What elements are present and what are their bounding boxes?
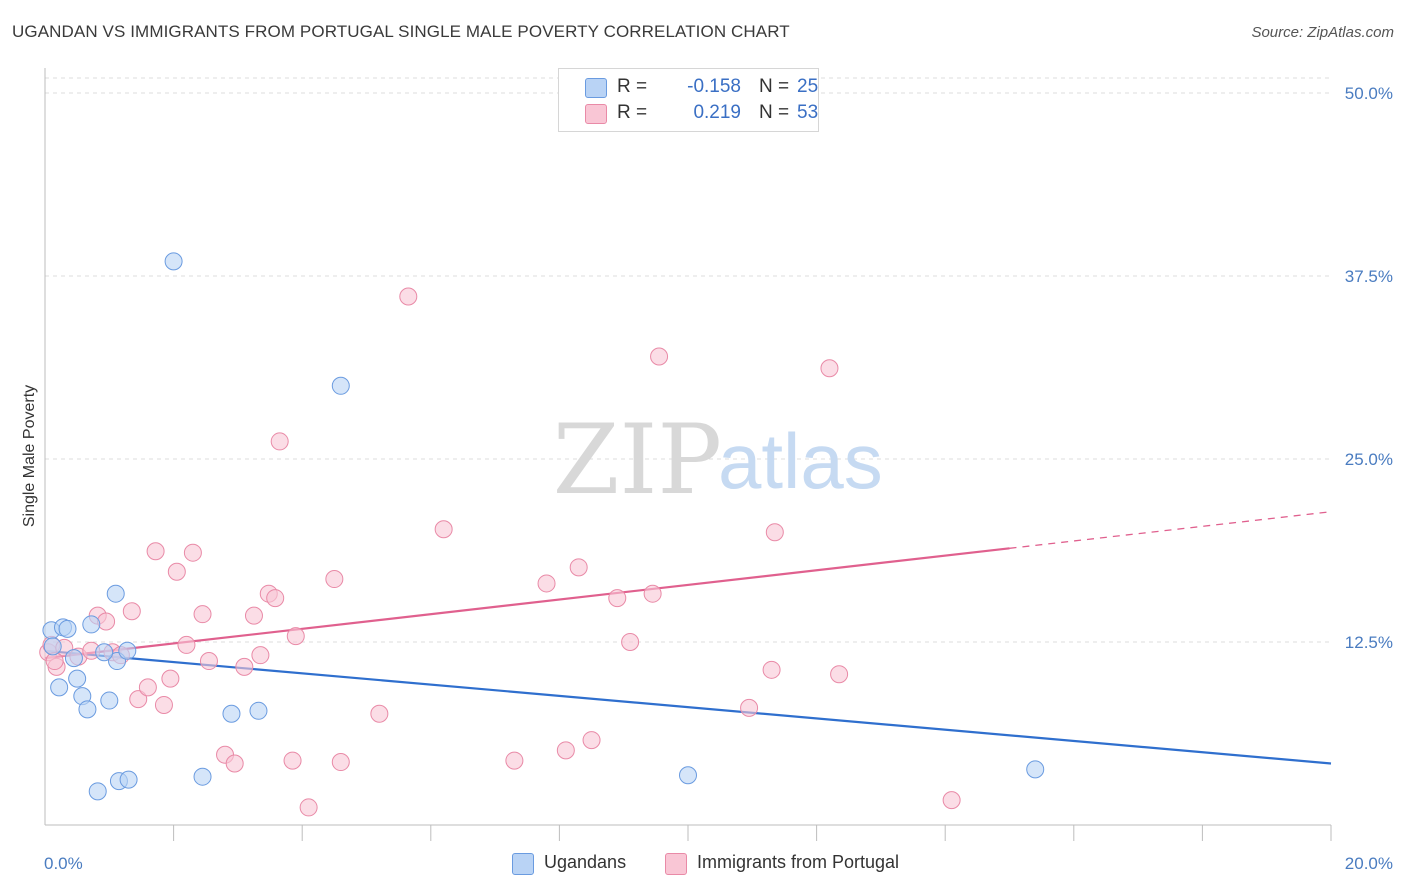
ugandan-point: [193, 767, 212, 786]
legend-n-label: N =: [759, 102, 790, 123]
portugal-point: [251, 646, 270, 665]
portugal-point: [199, 652, 218, 671]
portugal-point: [235, 657, 254, 676]
ugandan-point: [222, 704, 241, 723]
portugal-point: [830, 665, 849, 684]
portugal-point: [193, 605, 212, 624]
ugandan-point: [68, 669, 87, 688]
watermark-zip: ZIP: [553, 404, 722, 516]
source-label: Source: ZipAtlas.com: [1251, 24, 1394, 41]
grid-layer: [45, 77, 1331, 643]
portugal-point: [183, 543, 202, 562]
portugal-trend-extension: [1009, 511, 1332, 549]
portugal-point: [370, 704, 389, 723]
ugandan-point: [106, 584, 125, 603]
portugal-point: [270, 432, 289, 451]
portugal-point: [325, 570, 344, 589]
ugandan-point: [118, 641, 137, 660]
ugandan-point: [331, 376, 350, 395]
portugal-point: [608, 589, 627, 608]
portugal-point: [650, 347, 669, 366]
y-tick-label: 12.5%: [1345, 633, 1393, 652]
portugal-point: [556, 741, 575, 760]
portugal-point: [643, 584, 662, 603]
watermark-atlas: atlas: [718, 417, 883, 505]
x-tick-label: 20.0%: [1345, 854, 1393, 873]
portugal-point: [537, 574, 556, 593]
portugal-point: [225, 754, 244, 773]
ugandan-point: [64, 649, 83, 668]
x-tick-label: 0.0%: [44, 854, 83, 873]
portugal-point: [434, 520, 453, 539]
axes-layer: [44, 68, 1332, 841]
bottom-legend-label: Ugandans: [544, 852, 627, 872]
ugandan-point: [679, 766, 697, 785]
ugandan-point: [249, 701, 268, 720]
portugal-point: [154, 695, 173, 714]
portugal-point: [161, 669, 180, 688]
legend-r-value: 0.219: [693, 102, 741, 123]
legend-r-label: R =: [617, 102, 648, 123]
legend-n-value: 25: [797, 76, 819, 97]
portugal-point: [820, 359, 839, 378]
ugandan-point: [119, 770, 138, 789]
portugal-point: [266, 589, 285, 608]
legend-n-label: N =: [759, 76, 790, 97]
ugandan-point: [82, 615, 101, 634]
portugal-trend-line: [44, 547, 1010, 660]
ugandan-point: [50, 678, 69, 697]
y-tick-label: 37.5%: [1345, 267, 1393, 286]
portugal-point: [762, 660, 781, 679]
portugal-point: [582, 731, 601, 750]
bottom-legend-swatch-pink: [665, 853, 687, 875]
portugal-point: [122, 602, 141, 621]
y-tick-label: 25.0%: [1345, 450, 1393, 469]
ugandan-trend-line: [44, 649, 1332, 765]
ugandan-point: [88, 782, 107, 801]
portugal-point: [505, 751, 524, 770]
y-axis-label: Single Male Poverty: [21, 385, 38, 527]
tick-labels: 12.5% 25.0% 37.5% 50.0% 0.0% 20.0%: [44, 84, 1393, 873]
ugandan-point: [78, 700, 97, 719]
portugal-point: [286, 627, 305, 646]
ugandan-point: [43, 637, 62, 656]
portugal-point: [621, 633, 640, 651]
portugal-point: [97, 612, 116, 631]
portugal-point: [244, 606, 263, 625]
bottom-legend-swatch-blue: [512, 853, 534, 875]
data-points: [39, 252, 1045, 817]
portugal-point: [569, 558, 588, 577]
portugal-point: [740, 698, 759, 717]
legend-r-value: -0.158: [687, 76, 741, 97]
portugal-point: [177, 635, 196, 654]
ugandan-point: [1026, 760, 1045, 779]
chart-title: UGANDAN VS IMMIGRANTS FROM PORTUGAL SING…: [12, 22, 790, 41]
legend-n-value: 53: [797, 102, 819, 123]
ugandan-point: [164, 252, 183, 271]
legend-r-label: R =: [617, 76, 648, 97]
portugal-point: [399, 287, 418, 306]
ugandan-point: [58, 619, 77, 638]
portugal-point: [138, 678, 157, 697]
portugal-point: [765, 523, 784, 542]
portugal-point: [299, 798, 318, 817]
trend-lines: [44, 511, 1332, 765]
portugal-point: [129, 690, 148, 709]
legend-swatch-pink: [585, 104, 607, 124]
portugal-point: [283, 751, 302, 770]
portugal-point: [146, 542, 165, 561]
ugandan-point: [100, 691, 119, 710]
portugal-point: [331, 753, 350, 772]
legend-box: R = -0.158 N = 25 R = 0.219 N = 53: [558, 68, 819, 132]
legend-swatch-blue: [585, 78, 607, 98]
portugal-point: [167, 562, 186, 581]
bottom-legend-label: Immigrants from Portugal: [697, 852, 900, 872]
portugal-point: [942, 791, 961, 810]
ugandan-point: [95, 643, 114, 662]
y-tick-label: 50.0%: [1345, 84, 1393, 103]
